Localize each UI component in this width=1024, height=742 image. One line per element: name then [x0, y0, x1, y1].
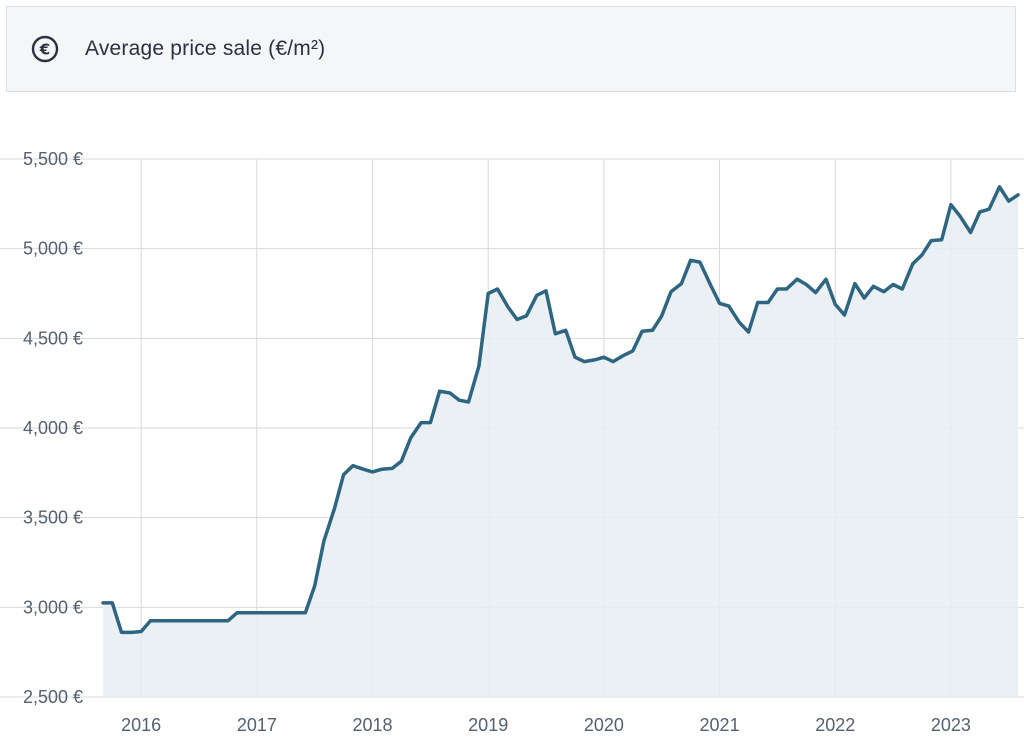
euro-circle-icon: €: [31, 35, 59, 63]
y-tick-label: 5,500 €: [23, 149, 83, 169]
x-tick-label: 2020: [584, 715, 624, 735]
x-tick-label: 2016: [121, 715, 161, 735]
svg-text:€: €: [39, 41, 50, 59]
x-tick-label: 2021: [700, 715, 740, 735]
y-tick-label: 5,000 €: [23, 239, 83, 259]
y-tick-label: 4,000 €: [23, 418, 83, 438]
y-axis: 2,500 € 3,000 € 3,500 € 4,000 € 4,500 € 5,000…: [23, 149, 83, 707]
y-tick-label: 4,500 €: [23, 328, 83, 348]
x-tick-label: 2018: [353, 715, 393, 735]
x-tick-label: 2023: [931, 715, 971, 735]
y-tick-label: 2,500 €: [23, 687, 83, 707]
x-tick-label: 2022: [815, 715, 855, 735]
area-fill: [103, 186, 1018, 698]
price-line: [101, 185, 1020, 635]
x-axis: 2016 2017 2018 2019 2020 2021 2022 2023: [121, 715, 971, 735]
chart-header: € Average price sale (€/m²): [6, 6, 1016, 92]
x-tick-label: 2017: [237, 715, 277, 735]
y-tick-label: 3,500 €: [23, 508, 83, 528]
x-tick-label: 2019: [468, 715, 508, 735]
y-tick-label: 3,000 €: [23, 597, 83, 617]
chart-title: Average price sale (€/m²): [85, 37, 326, 60]
